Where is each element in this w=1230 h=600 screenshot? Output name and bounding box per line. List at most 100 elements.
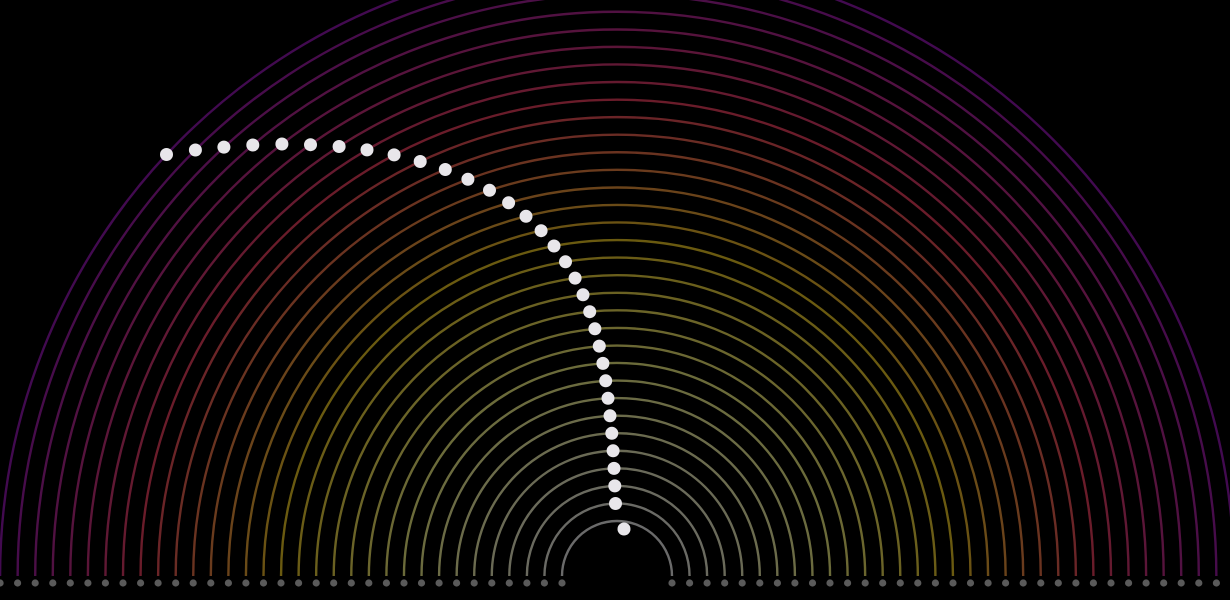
base-dot-left-33: [0, 579, 4, 587]
base-dot-right-12: [861, 579, 869, 587]
base-dot-right-10: [826, 579, 834, 587]
pendulum-dot-22: [461, 172, 475, 186]
base-dot-left-2: [540, 579, 549, 587]
base-dot-right-8: [791, 579, 799, 587]
base-dot-left-30: [49, 579, 57, 587]
arc-track-2: [543, 502, 691, 577]
base-dot-right-18: [966, 579, 975, 587]
base-dot-left-18: [259, 579, 268, 587]
arc-track-9: [420, 379, 814, 577]
base-dot-left-6: [470, 579, 478, 587]
base-dot-left-12: [365, 579, 373, 587]
pendulum-dot-30: [246, 138, 260, 152]
base-dot-left-26: [119, 579, 127, 587]
base-dot-left-15: [312, 579, 320, 587]
arc-track-29: [69, 28, 1165, 577]
base-dot-right-28: [1142, 579, 1150, 587]
pendulum-dot-3: [608, 479, 622, 493]
arc-track-13: [350, 309, 884, 577]
arc-track-25: [139, 98, 1095, 577]
base-dot-left-11: [382, 579, 390, 587]
base-dot-left-13: [347, 579, 355, 587]
pendulum-dot-19: [519, 209, 533, 223]
arc-track-22: [192, 151, 1042, 577]
arc-track-8: [437, 396, 797, 577]
base-dot-right-3: [703, 579, 711, 587]
base-dot-right-25: [1089, 579, 1097, 587]
pendulum-dot-31: [217, 140, 231, 154]
base-dot-right-5: [738, 579, 746, 587]
pendulum-dot-1: [617, 522, 631, 536]
base-dot-right-23: [1054, 579, 1062, 587]
pendulum-dot-25: [387, 148, 401, 162]
arc-track-15: [314, 273, 920, 577]
pendulum-dot-4: [607, 461, 621, 475]
base-dot-right-26: [1107, 579, 1115, 587]
base-dot-right-27: [1125, 579, 1133, 587]
arc-track-33: [0, 0, 1230, 577]
base-dot-right-24: [1072, 579, 1080, 587]
base-dot-layer: [0, 579, 1220, 587]
pendulum-dot-21: [483, 183, 496, 197]
arc-track-30: [51, 10, 1183, 577]
pendulum-dot-16: [559, 255, 572, 269]
pendulum-dot-18: [534, 224, 548, 238]
base-dot-left-29: [66, 579, 74, 587]
base-dot-right-1: [668, 579, 676, 587]
base-dot-right-22: [1037, 579, 1045, 587]
base-dot-left-25: [137, 579, 145, 587]
pendulum-dot-12: [588, 322, 602, 336]
base-dot-right-11: [844, 579, 852, 587]
base-dot-right-4: [721, 579, 729, 587]
base-dot-left-28: [84, 579, 92, 587]
base-dot-right-2: [686, 579, 694, 587]
pendulum-dot-28: [304, 138, 317, 152]
base-dot-left-9: [417, 579, 426, 587]
pendulum-dot-14: [576, 288, 590, 302]
arc-track-10: [402, 361, 832, 577]
base-dot-right-14: [896, 579, 904, 587]
base-dot-left-14: [330, 579, 338, 587]
base-dot-left-22: [189, 579, 197, 587]
pendulum-dot-5: [606, 444, 620, 458]
arc-track-12: [367, 326, 867, 577]
pendulum-dot-6: [605, 426, 619, 440]
arc-track-16: [297, 256, 937, 577]
arc-track-20: [227, 186, 1007, 577]
base-dot-right-6: [756, 579, 764, 587]
arc-track-28: [86, 45, 1148, 577]
arc-track-1: [560, 519, 674, 577]
arc-track-24: [156, 116, 1078, 577]
arc-track-23: [174, 133, 1060, 577]
pendulum-dot-13: [583, 305, 597, 319]
base-dot-left-4: [505, 579, 513, 587]
base-dot-right-31: [1195, 579, 1203, 587]
base-dot-left-32: [14, 579, 22, 587]
pendulum-dot-15: [568, 271, 582, 285]
arc-track-11: [385, 344, 849, 577]
pendulum-dot-26: [360, 143, 374, 157]
base-dot-right-32: [1212, 579, 1220, 587]
pendulum-dot-27: [332, 140, 346, 153]
arc-track-32: [16, 0, 1218, 577]
pendulum-dot-32: [188, 143, 202, 157]
pendulum-dot-10: [596, 356, 610, 370]
pendulum-dot-29: [275, 137, 289, 151]
base-dot-right-13: [879, 579, 887, 587]
pendulum-dot-17: [547, 239, 561, 253]
base-dot-right-15: [914, 579, 922, 587]
base-dot-right-21: [1019, 579, 1027, 587]
base-dot-left-8: [435, 579, 443, 587]
base-dot-left-21: [207, 579, 215, 587]
base-dot-left-5: [488, 579, 496, 587]
arc-track-19: [244, 203, 990, 577]
arc-layer: [0, 0, 1230, 577]
pendulum-dot-2: [609, 497, 622, 510]
pendulum-dot-11: [592, 339, 606, 353]
base-dot-left-23: [172, 579, 180, 587]
arc-track-21: [209, 168, 1025, 577]
base-dot-right-30: [1177, 579, 1185, 587]
base-dot-left-10: [400, 579, 408, 587]
